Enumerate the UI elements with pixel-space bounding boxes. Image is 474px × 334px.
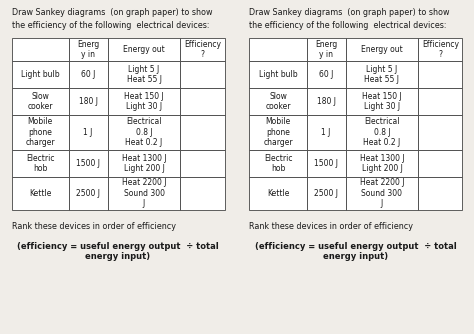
Text: Slow
cooker: Slow cooker — [27, 92, 53, 111]
Bar — [11, 61, 69, 88]
Bar — [11, 150, 69, 177]
Text: Light bulb: Light bulb — [259, 70, 297, 79]
Text: Kettle: Kettle — [29, 189, 51, 198]
Text: Light 5 J
Heat 55 J: Light 5 J Heat 55 J — [365, 65, 400, 84]
Bar — [181, 115, 225, 150]
Bar — [69, 38, 108, 61]
Text: Kettle: Kettle — [267, 189, 289, 198]
Bar — [181, 88, 225, 115]
Text: Mobile
phone
charger: Mobile phone charger — [263, 118, 293, 147]
Bar — [108, 38, 181, 61]
Text: the efficiency of the following  electrical devices:: the efficiency of the following electric… — [249, 21, 447, 30]
Text: Heat 150 J
Light 30 J: Heat 150 J Light 30 J — [362, 92, 402, 111]
Bar — [418, 177, 463, 209]
Bar — [69, 150, 108, 177]
Text: 60 J: 60 J — [319, 70, 333, 79]
Text: 1 J: 1 J — [321, 128, 331, 137]
Text: Light 5 J
Heat 55 J: Light 5 J Heat 55 J — [127, 65, 162, 84]
Bar — [181, 150, 225, 177]
Bar — [11, 38, 69, 61]
Text: Energy out: Energy out — [123, 45, 165, 54]
Bar — [69, 177, 108, 209]
Bar — [307, 61, 346, 88]
Bar — [108, 88, 181, 115]
Bar — [69, 115, 108, 150]
Text: Efficiency
?: Efficiency ? — [422, 40, 459, 59]
Text: Draw Sankey diagrams  (on graph paper) to show: Draw Sankey diagrams (on graph paper) to… — [11, 8, 212, 17]
Text: 60 J: 60 J — [81, 70, 95, 79]
Text: Heat 1300 J
Light 200 J: Heat 1300 J Light 200 J — [360, 154, 404, 173]
Bar — [418, 115, 463, 150]
Bar — [418, 88, 463, 115]
Bar — [249, 115, 307, 150]
Bar — [11, 88, 69, 115]
Text: Heat 1300 J
Light 200 J: Heat 1300 J Light 200 J — [122, 154, 166, 173]
Text: 1500 J: 1500 J — [76, 159, 100, 168]
Text: 180 J: 180 J — [79, 97, 98, 106]
Text: Electrical
0.8 J
Heat 0.2 J: Electrical 0.8 J Heat 0.2 J — [363, 118, 401, 147]
Bar — [307, 38, 346, 61]
Text: Heat 2200 J
Sound 300
J: Heat 2200 J Sound 300 J — [360, 178, 404, 208]
Bar — [249, 38, 307, 61]
Bar — [346, 38, 418, 61]
Text: 2500 J: 2500 J — [76, 189, 100, 198]
Bar — [11, 177, 69, 209]
Bar — [418, 150, 463, 177]
Bar — [346, 177, 418, 209]
Text: (efficiency = useful energy output  ÷ total
energy input): (efficiency = useful energy output ÷ tot… — [255, 241, 457, 261]
Bar — [11, 115, 69, 150]
Bar — [249, 150, 307, 177]
Bar — [249, 61, 307, 88]
Text: Electric
hob: Electric hob — [264, 154, 292, 173]
Bar — [181, 61, 225, 88]
Text: Rank these devices in order of efficiency: Rank these devices in order of efficienc… — [11, 222, 175, 231]
Text: Rank these devices in order of efficiency: Rank these devices in order of efficienc… — [249, 222, 413, 231]
Bar — [181, 177, 225, 209]
Bar — [307, 88, 346, 115]
Bar — [346, 88, 418, 115]
Text: Energ
y in: Energ y in — [315, 40, 337, 59]
Text: 1500 J: 1500 J — [314, 159, 338, 168]
Text: (efficiency = useful energy output  ÷ total
energy input): (efficiency = useful energy output ÷ tot… — [17, 241, 219, 261]
Text: Heat 150 J
Light 30 J: Heat 150 J Light 30 J — [124, 92, 164, 111]
Bar — [346, 61, 418, 88]
Bar — [108, 115, 181, 150]
Bar — [108, 61, 181, 88]
Bar — [307, 150, 346, 177]
Bar — [69, 61, 108, 88]
Text: 1 J: 1 J — [83, 128, 93, 137]
Bar — [69, 88, 108, 115]
Text: Electrical
0.8 J
Heat 0.2 J: Electrical 0.8 J Heat 0.2 J — [126, 118, 163, 147]
Bar — [307, 177, 346, 209]
Text: Heat 2200 J
Sound 300
J: Heat 2200 J Sound 300 J — [122, 178, 166, 208]
Bar — [346, 115, 418, 150]
Text: 180 J: 180 J — [317, 97, 336, 106]
Bar — [346, 150, 418, 177]
Text: Light bulb: Light bulb — [21, 70, 59, 79]
Text: Energ
y in: Energ y in — [77, 40, 99, 59]
Text: Energy out: Energy out — [361, 45, 403, 54]
Text: Draw Sankey diagrams  (on graph paper) to show: Draw Sankey diagrams (on graph paper) to… — [249, 8, 450, 17]
Text: Slow
cooker: Slow cooker — [265, 92, 291, 111]
Bar — [249, 88, 307, 115]
Bar — [307, 115, 346, 150]
Text: Efficiency
?: Efficiency ? — [184, 40, 221, 59]
Text: Electric
hob: Electric hob — [26, 154, 55, 173]
Bar — [418, 38, 463, 61]
Bar — [249, 177, 307, 209]
Text: Mobile
phone
charger: Mobile phone charger — [25, 118, 55, 147]
Bar — [181, 38, 225, 61]
Bar — [108, 150, 181, 177]
Text: the efficiency of the following  electrical devices:: the efficiency of the following electric… — [11, 21, 209, 30]
Text: 2500 J: 2500 J — [314, 189, 338, 198]
Bar — [108, 177, 181, 209]
Bar — [418, 61, 463, 88]
